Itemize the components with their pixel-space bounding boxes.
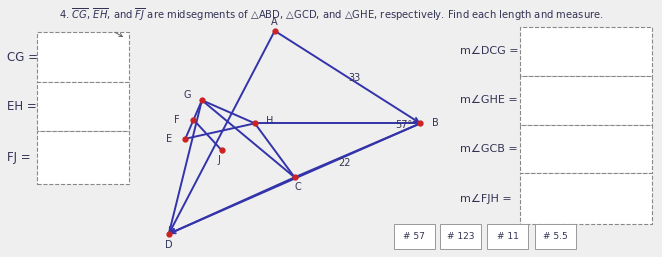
Text: E: E: [166, 134, 172, 144]
Text: 57°: 57°: [395, 120, 412, 130]
Text: C: C: [295, 182, 301, 192]
FancyBboxPatch shape: [394, 224, 435, 249]
Text: m∠FJH =: m∠FJH =: [460, 194, 512, 204]
FancyBboxPatch shape: [535, 224, 576, 249]
FancyBboxPatch shape: [520, 76, 652, 125]
FancyBboxPatch shape: [520, 173, 652, 224]
Text: 4. $\overline{CG}$, $\overline{EH}$, and $\overline{FJ}$ are midsegments of △ABD: 4. $\overline{CG}$, $\overline{EH}$, and…: [58, 6, 604, 23]
Text: D: D: [165, 241, 173, 250]
Text: J: J: [217, 155, 220, 165]
FancyBboxPatch shape: [440, 224, 481, 249]
FancyBboxPatch shape: [37, 82, 129, 131]
Text: G: G: [183, 90, 191, 100]
Text: # 5.5: # 5.5: [543, 232, 568, 241]
FancyBboxPatch shape: [520, 125, 652, 173]
Text: # 11: # 11: [496, 232, 519, 241]
Text: FJ =: FJ =: [7, 151, 30, 164]
Text: F: F: [174, 115, 179, 124]
Text: EH =: EH =: [7, 100, 36, 113]
Text: A: A: [271, 17, 278, 27]
Text: 33: 33: [348, 74, 360, 83]
Text: # 123: # 123: [447, 232, 475, 241]
FancyBboxPatch shape: [520, 27, 652, 76]
Text: B: B: [432, 118, 438, 128]
Text: 22: 22: [338, 158, 350, 168]
Text: H: H: [265, 116, 273, 126]
Text: CG =: CG =: [7, 51, 38, 64]
Text: m∠GCB =: m∠GCB =: [460, 144, 518, 154]
FancyBboxPatch shape: [37, 131, 129, 184]
FancyBboxPatch shape: [37, 32, 129, 82]
Text: m∠GHE =: m∠GHE =: [460, 95, 518, 105]
Text: m∠DCG =: m∠DCG =: [460, 47, 519, 56]
FancyBboxPatch shape: [487, 224, 528, 249]
Text: # 57: # 57: [403, 232, 426, 241]
